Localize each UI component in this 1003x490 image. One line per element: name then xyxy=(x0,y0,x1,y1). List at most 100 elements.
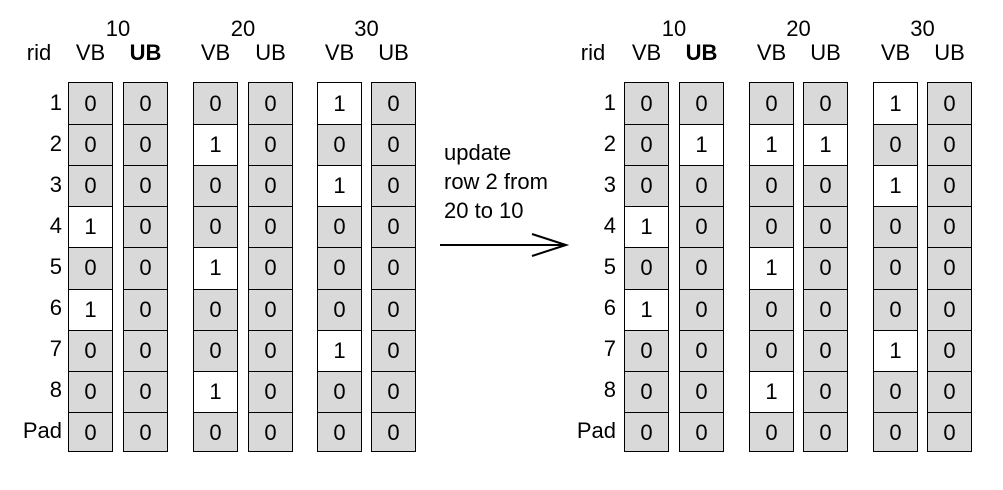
bitmap-cell: 0 xyxy=(750,329,793,371)
row-id-before: Pad xyxy=(22,418,62,443)
row-id-after: 8 xyxy=(603,377,616,402)
bitmap-cell: 0 xyxy=(318,288,361,330)
bitmap-cell: 0 xyxy=(318,124,361,165)
bitmap-cell: 0 xyxy=(874,247,917,288)
vb-header-before: VB xyxy=(324,40,355,65)
bitmap-cell: 1 xyxy=(625,288,668,330)
bitmap-cell: 0 xyxy=(249,411,292,453)
bitmap-cell: 0 xyxy=(804,206,847,247)
bitmap-cell: 0 xyxy=(874,370,917,412)
bitmap-cell: 1 xyxy=(804,124,847,166)
bitmap-cell: 0 xyxy=(69,370,112,412)
bitmap-cell: 0 xyxy=(928,329,971,371)
bitmap-cell: 1 xyxy=(874,165,917,207)
bitmap-cell: 0 xyxy=(804,411,847,453)
bitmap-cell: 1 xyxy=(680,124,723,166)
bitmap-cell: 0 xyxy=(318,206,361,247)
bitmap-cell: 0 xyxy=(249,247,292,288)
bitmap-cell: 0 xyxy=(819,90,832,116)
bitmap-cell: 1 xyxy=(625,206,668,248)
vb-header-before: VB xyxy=(75,40,106,65)
ub-header-before: UB xyxy=(129,40,162,65)
vb-header-after: VB xyxy=(756,40,787,65)
row-id-after: 6 xyxy=(603,295,616,320)
bitmap-cell: 0 xyxy=(640,90,653,116)
group-header-after: 10 xyxy=(661,16,687,41)
row-id-after: 5 xyxy=(603,254,616,279)
bitmap-cell: 0 xyxy=(194,411,237,453)
bitmap-cell: 0 xyxy=(372,370,415,412)
bitmap-cell: 0 xyxy=(943,90,956,116)
bitmap-cell: 1 xyxy=(194,124,237,166)
bitmap-cell: 1 xyxy=(750,247,793,289)
group-header-after: 20 xyxy=(786,16,811,41)
bitmap-cell: 0 xyxy=(804,370,847,412)
bitmap-cell: 1 xyxy=(69,206,112,248)
group-header-before: 10 xyxy=(105,16,131,41)
row-id-before: 1 xyxy=(49,90,62,115)
vb-header-after: VB xyxy=(631,40,662,65)
ub-header-after: UB xyxy=(934,40,965,65)
row-id-before: 8 xyxy=(49,377,62,402)
row-id-after: 3 xyxy=(603,172,616,197)
bitmap-cell: 0 xyxy=(928,124,971,165)
bitmap-cell: 0 xyxy=(69,247,112,288)
row-id-before: 3 xyxy=(49,172,62,197)
bitmap-cell: 0 xyxy=(804,329,847,371)
row-id-before: 4 xyxy=(49,213,62,238)
ub-header-after: UB xyxy=(810,40,841,65)
bitmap-cell: 0 xyxy=(372,329,415,371)
bitmap-cell: 1 xyxy=(750,370,793,412)
bitmap-cell: 1 xyxy=(750,124,793,166)
bitmap-cell: 0 xyxy=(194,329,237,371)
bitmap-cell: 0 xyxy=(680,411,723,453)
bitmap-cell: 0 xyxy=(69,329,112,371)
bitmap-cell: 0 xyxy=(69,124,112,165)
bitmap-cell: 0 xyxy=(249,124,292,165)
bitmap-cell: 0 xyxy=(124,370,167,412)
bitmap-cell: 1 xyxy=(318,329,361,371)
bitmap-cell: 0 xyxy=(625,247,668,288)
bitmap-cell: 0 xyxy=(695,90,708,116)
bitmap-cell: 0 xyxy=(765,90,778,116)
bitmap-cell: 0 xyxy=(625,411,668,453)
row-id-after: 1 xyxy=(603,90,616,115)
vb-header-before: VB xyxy=(200,40,231,65)
bitmap-cell: 0 xyxy=(750,165,793,206)
bitmap-cell: 0 xyxy=(249,206,292,247)
bitmap-cell: 0 xyxy=(874,288,917,330)
rid-header-before: rid xyxy=(26,40,52,65)
bitmap-cell: 0 xyxy=(372,124,415,165)
bitmap-cell: 0 xyxy=(69,165,112,206)
bitmap-cell: 0 xyxy=(372,206,415,247)
bitmap-cell: 0 xyxy=(928,206,971,247)
bitmap-cell: 0 xyxy=(874,124,917,165)
bitmap-cell: 0 xyxy=(124,411,167,453)
bitmap-cell: 0 xyxy=(372,247,415,288)
bitmap-cell: 0 xyxy=(249,288,292,330)
row-id-after: Pad xyxy=(576,418,616,443)
bitmap-cell: 0 xyxy=(124,288,167,330)
bitmap-cell: 0 xyxy=(84,90,97,116)
row-id-after: 4 xyxy=(603,213,616,238)
bitmap-cell: 1 xyxy=(874,83,917,125)
bitmap-cell: 1 xyxy=(194,247,237,289)
bitmap-cell: 0 xyxy=(249,370,292,412)
bitmap-cell: 0 xyxy=(680,165,723,206)
bitmap-cell: 1 xyxy=(318,165,361,207)
update-annotation-line: update xyxy=(444,140,512,165)
bitmap-cell: 0 xyxy=(372,411,415,453)
bitmap-cell: 0 xyxy=(680,206,723,247)
bitmap-cell: 0 xyxy=(372,165,415,206)
bitmap-cell: 0 xyxy=(124,329,167,371)
bitmap-cell: 0 xyxy=(194,206,237,247)
update-annotation-line: 20 to 10 xyxy=(444,198,524,223)
